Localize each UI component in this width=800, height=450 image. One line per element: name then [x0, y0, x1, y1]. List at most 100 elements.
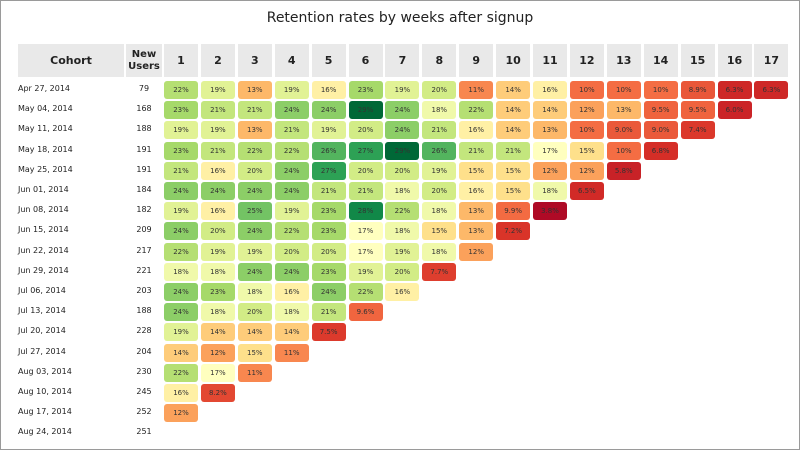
retention-cell: 8.9%	[680, 81, 715, 99]
retention-cell: 23%	[164, 101, 198, 120]
new-users-value: 182	[136, 205, 152, 215]
header-week-9: 9	[459, 44, 494, 77]
retention-cell: 14%	[496, 121, 531, 140]
retention-cell: 24%	[311, 101, 346, 120]
retention-cell: 7.5%	[311, 323, 346, 342]
retention-cell: 16%	[385, 283, 420, 301]
retention-cell: 18%	[533, 182, 567, 200]
retention-cell: 9.0%	[643, 121, 678, 140]
retention-cell: 19%	[200, 121, 235, 140]
retention-cell: 11%	[237, 363, 272, 382]
retention-cell: 14%	[164, 343, 198, 362]
new-users-value: 230	[136, 366, 152, 376]
retention-cell: 10%	[606, 141, 641, 160]
retention-cell: 24%	[164, 222, 198, 241]
retention-cell: 19%	[311, 121, 346, 140]
retention-cell: 24%	[311, 283, 346, 301]
retention-cell: 16%	[533, 81, 567, 99]
retention-cell: 15%	[496, 161, 531, 180]
retention-cell: 21%	[496, 141, 531, 160]
header-week-17: 17	[754, 44, 789, 77]
retention-cell: 20%	[274, 242, 309, 261]
retention-cell: 13%	[237, 81, 272, 99]
retention-cell: 11%	[274, 343, 309, 362]
retention-cell: 23%	[164, 141, 198, 160]
retention-cell: 14%	[274, 323, 309, 342]
chart-title: Retention rates by weeks after signup	[266, 10, 534, 26]
retention-cell: 18%	[237, 283, 272, 301]
new-users-value: 245	[136, 387, 152, 396]
header-week-7: 7	[385, 44, 420, 77]
retention-cell: 23%	[311, 222, 346, 241]
retention-cell: 14%	[200, 323, 235, 342]
retention-cell: 19%	[200, 242, 235, 261]
new-users-value: 204	[136, 346, 152, 356]
cohort-label: Aug 03, 2014	[18, 366, 72, 376]
header-week-1: 1	[164, 44, 198, 77]
retention-cell: 20%	[422, 81, 457, 99]
cohort-label: May 11, 2014	[18, 124, 73, 134]
retention-cell: 19%	[422, 161, 457, 180]
new-users-value: 79	[138, 84, 150, 93]
retention-cell: 22%	[164, 363, 198, 382]
retention-cell: 18%	[200, 303, 235, 322]
cohort-label: Jun 29, 2014	[18, 265, 69, 275]
cohort-label: Jun 08, 2014	[18, 205, 69, 215]
retention-cell: 24%	[274, 101, 309, 120]
retention-cell: 21%	[311, 182, 346, 200]
retention-cell: 15%	[422, 222, 457, 241]
retention-cell: 18%	[422, 242, 457, 261]
retention-cell: 22%	[274, 141, 309, 160]
retention-cell: 20%	[237, 161, 272, 180]
new-users-value: 184	[136, 185, 152, 194]
retention-cell: 27%	[348, 141, 383, 160]
retention-cell: 7.4%	[680, 121, 715, 140]
header-week-16: 16	[717, 44, 752, 77]
retention-cell: 16%	[459, 182, 494, 200]
retention-cell: 9.9%	[496, 202, 531, 221]
retention-cell: 13%	[459, 222, 494, 241]
cohort-label: Jul 20, 2014	[18, 326, 66, 336]
retention-cell: 13%	[459, 202, 494, 221]
retention-cell: 24%	[274, 161, 309, 180]
retention-cell: 29%	[385, 141, 420, 160]
retention-cell: 24%	[200, 182, 235, 200]
retention-cell: 7.2%	[496, 222, 531, 241]
retention-cell: 24%	[237, 222, 272, 241]
new-users-value: 203	[136, 286, 152, 295]
header-week-3: 3	[237, 44, 272, 77]
retention-cell: 21%	[348, 182, 383, 200]
retention-cell: 8.2%	[200, 384, 235, 402]
retention-cell: 21%	[459, 141, 494, 160]
retention-cell: 16%	[200, 202, 235, 221]
retention-cell: 5.8%	[606, 161, 641, 180]
header-week-11: 11	[533, 44, 567, 77]
retention-cell: 24%	[385, 101, 420, 120]
header-week-12: 12	[569, 44, 604, 77]
retention-cell: 9.5%	[643, 101, 678, 120]
retention-cell: 16%	[274, 283, 309, 301]
retention-cell: 18%	[274, 303, 309, 322]
retention-cell: 21%	[274, 121, 309, 140]
retention-cell: 16%	[200, 161, 235, 180]
retention-cell: 24%	[385, 121, 420, 140]
cohort-label: Aug 10, 2014	[18, 387, 72, 396]
header-week-5: 5	[311, 44, 346, 77]
retention-cell: 18%	[422, 202, 457, 221]
retention-cell: 9.6%	[348, 303, 383, 322]
retention-cell: 28%	[348, 202, 383, 221]
retention-cell: 13%	[606, 101, 641, 120]
retention-cell: 3.8%	[533, 202, 567, 221]
retention-cell: 7.7%	[422, 262, 457, 281]
retention-cell: 19%	[164, 121, 198, 140]
retention-cell: 12%	[200, 343, 235, 362]
new-users-value: 168	[136, 104, 152, 114]
retention-cell: 15%	[237, 343, 272, 362]
header-new-users: New Users	[126, 44, 162, 77]
retention-cell: 21%	[422, 121, 457, 140]
retention-cell: 10%	[643, 81, 678, 99]
retention-cell: 14%	[496, 101, 531, 120]
retention-cell: 19%	[200, 81, 235, 99]
retention-cell: 19%	[274, 81, 309, 99]
